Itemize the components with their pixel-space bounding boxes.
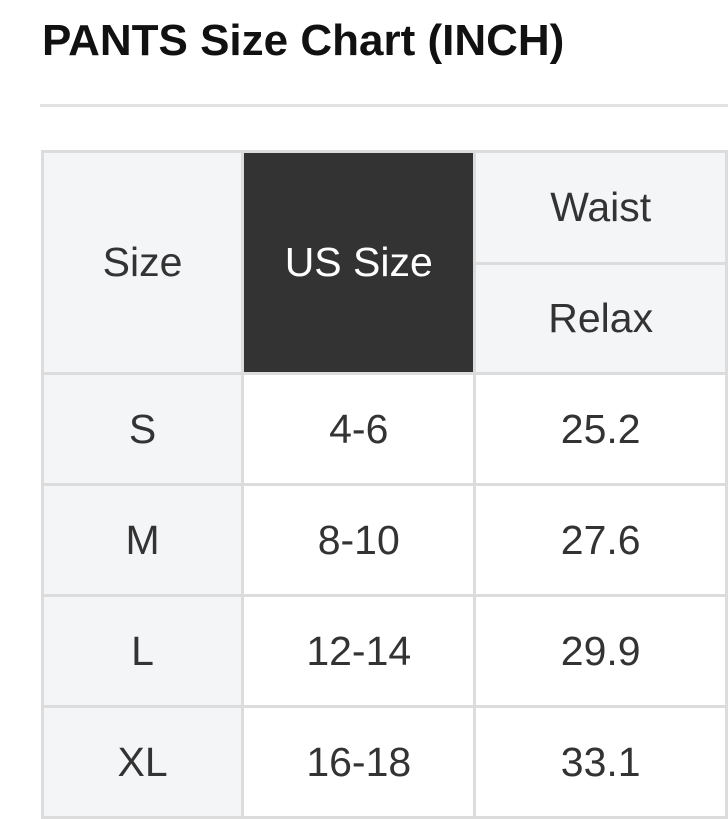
header-subrow: Relax bbox=[43, 262, 728, 375]
cell-size: S bbox=[40, 372, 245, 486]
cell-size: XL bbox=[40, 705, 245, 819]
cell-waist-relax: 25.2 bbox=[473, 372, 728, 486]
cell-size: M bbox=[40, 483, 245, 597]
header-waist: Waist bbox=[473, 150, 728, 265]
cell-size: L bbox=[40, 594, 245, 708]
header-size: Size bbox=[40, 150, 245, 375]
header-row: Size US Size Waist bbox=[40, 150, 728, 375]
table-row: S 4-6 25.2 bbox=[40, 372, 728, 486]
page-title: PANTS Size Chart (INCH) bbox=[42, 16, 565, 65]
cell-us-size: 8-10 bbox=[241, 483, 477, 597]
header-waist-relax: Relax bbox=[473, 262, 728, 375]
cell-us-size: 4-6 bbox=[241, 372, 477, 486]
cell-waist-relax: 33.1 bbox=[473, 705, 728, 819]
header-us-size: US Size bbox=[241, 150, 477, 375]
cell-us-size: 16-18 bbox=[241, 705, 477, 819]
table-row: L 12-14 29.9 bbox=[40, 594, 728, 708]
cell-waist-relax: 27.6 bbox=[473, 483, 728, 597]
size-chart-table: Size US Size Waist Relax S 4-6 25.2 M 8-… bbox=[40, 150, 728, 819]
divider bbox=[40, 104, 728, 107]
cell-waist-relax: 29.9 bbox=[473, 594, 728, 708]
cell-us-size: 12-14 bbox=[241, 594, 477, 708]
table-row: XL 16-18 33.1 bbox=[40, 705, 728, 819]
table-row: M 8-10 27.6 bbox=[40, 483, 728, 597]
